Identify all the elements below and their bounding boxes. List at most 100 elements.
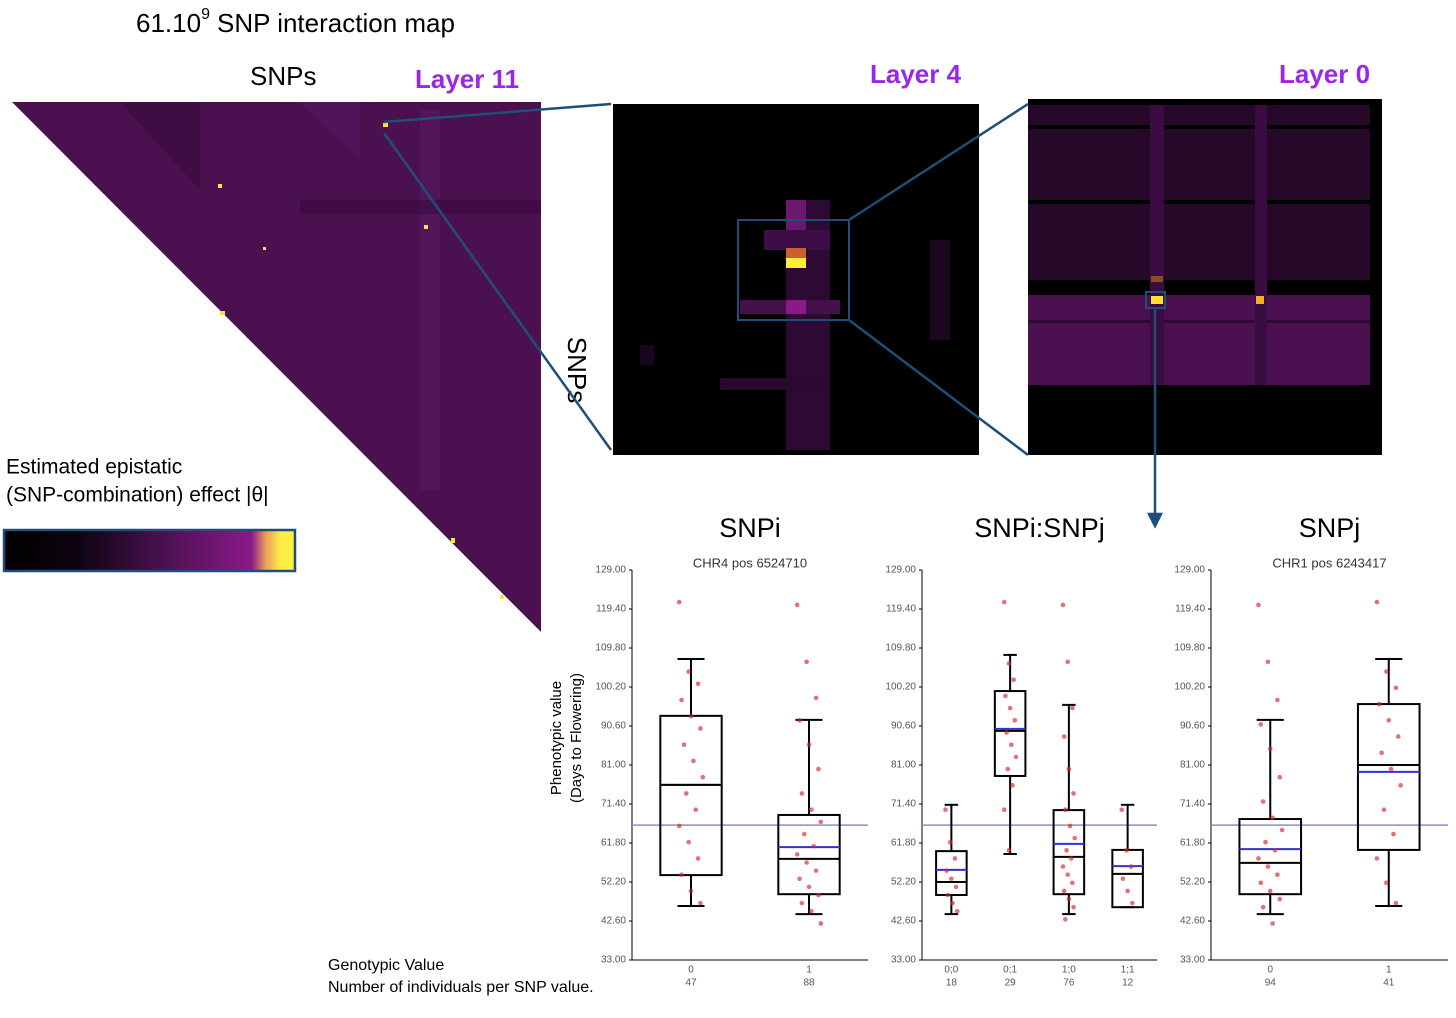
plot-subtitle: CHR4 pos 6524710	[693, 555, 807, 570]
data-point	[1267, 746, 1273, 752]
y-tick-label: 129.00	[595, 565, 626, 576]
data-point	[698, 726, 703, 731]
box	[993, 690, 1027, 777]
box	[659, 714, 723, 877]
box-plots: SNPi CHR4 pos 6524710 Phenotypic value (Day…	[548, 513, 1448, 989]
y-tick-label: 109.80	[595, 643, 626, 654]
data-point	[700, 774, 706, 780]
data-point	[816, 766, 821, 772]
data-point	[1010, 783, 1015, 788]
data-point	[813, 868, 819, 873]
box	[777, 813, 841, 896]
count-label: 12	[1122, 978, 1134, 989]
data-point	[1119, 807, 1125, 812]
data-point	[799, 791, 805, 796]
plot-title: SNPj	[1299, 513, 1361, 543]
data-point	[1260, 799, 1266, 804]
data-point	[818, 921, 824, 926]
x-tick-label: 1;1	[1121, 965, 1135, 976]
data-point	[1060, 602, 1066, 608]
x-tick-label: 1;0	[1062, 965, 1076, 976]
data-point	[1376, 701, 1382, 707]
plot-title: SNPi:SNPj	[974, 513, 1105, 543]
data-point	[1398, 783, 1403, 788]
y-tick-label: 33.00	[601, 955, 626, 966]
data-point	[1005, 766, 1011, 772]
colorbar-label: (SNP-combination) effect |θ|	[6, 484, 269, 507]
y-tick-label: 109.80	[885, 643, 916, 654]
data-point	[679, 872, 684, 877]
y-tick-label: 52.20	[891, 877, 916, 888]
data-point	[695, 681, 701, 687]
y-axis-label: (Days to Flowering)	[568, 673, 585, 803]
data-point	[1066, 896, 1072, 902]
data-point	[1275, 697, 1280, 703]
box	[1356, 703, 1421, 851]
data-point	[1061, 734, 1067, 739]
data-point	[1267, 888, 1273, 894]
data-point	[1256, 602, 1261, 608]
y-tick-label: 33.00	[891, 955, 916, 966]
data-point	[1006, 661, 1012, 666]
axis-label: SNPs	[250, 61, 316, 91]
y-tick-label: 61.80	[601, 838, 626, 849]
data-point	[1003, 693, 1008, 699]
y-tick-label: 90.60	[1180, 721, 1205, 732]
data-point	[804, 860, 809, 865]
data-point	[1265, 659, 1271, 665]
y-tick-label: 61.80	[891, 838, 916, 849]
data-point	[1060, 864, 1066, 869]
data-point	[695, 856, 701, 861]
data-point	[1279, 827, 1285, 833]
data-point	[1270, 815, 1275, 821]
y-tick-label: 129.00	[885, 565, 916, 576]
heatmap-layer-4	[613, 104, 979, 455]
data-point	[1395, 734, 1401, 739]
data-point	[1256, 856, 1261, 861]
y-tick-label: 42.60	[601, 916, 626, 927]
data-point	[945, 892, 951, 898]
data-point	[806, 742, 812, 747]
data-point	[683, 791, 689, 796]
y-tick-label: 81.00	[891, 760, 916, 771]
data-point	[1263, 839, 1268, 845]
data-point	[686, 839, 691, 845]
box	[1111, 848, 1144, 909]
data-point	[1124, 848, 1129, 853]
y-tick-label: 81.00	[1180, 760, 1205, 771]
y-tick-label: 61.80	[1180, 838, 1205, 849]
data-point	[811, 843, 817, 849]
data-point	[1393, 685, 1399, 691]
x-tick-label: 0	[688, 965, 694, 976]
data-point	[1272, 848, 1278, 853]
data-point	[1125, 888, 1130, 894]
data-point	[1004, 730, 1009, 735]
y-tick-label: 81.00	[601, 760, 626, 771]
data-point	[1258, 880, 1264, 886]
y-tick-label: 71.40	[601, 799, 626, 810]
count-label: 41	[1383, 978, 1395, 989]
data-point	[1381, 807, 1387, 812]
count-label: 47	[685, 978, 697, 989]
data-point	[1066, 766, 1072, 772]
y-tick-label: 33.00	[1180, 955, 1205, 966]
y-tick-label: 109.80	[1174, 643, 1205, 654]
x-tick-label: 1	[1386, 965, 1392, 976]
data-point	[799, 900, 805, 906]
data-point	[816, 892, 821, 898]
data-point	[1065, 659, 1070, 665]
y-tick-label: 100.20	[595, 682, 626, 693]
data-point	[1072, 835, 1078, 841]
figure-title: 61.109 SNP interaction map	[136, 6, 455, 38]
data-point	[1391, 831, 1396, 837]
y-tick-label: 129.00	[1174, 565, 1205, 576]
data-point	[1260, 904, 1266, 910]
layer-label: Layer 0	[1279, 59, 1370, 89]
footer-label: Number of individuals per SNP value.	[328, 979, 594, 996]
count-label: 18	[946, 978, 958, 989]
data-point	[1379, 750, 1384, 756]
data-point	[1386, 718, 1392, 723]
data-point	[1277, 774, 1283, 780]
data-point	[688, 888, 694, 894]
